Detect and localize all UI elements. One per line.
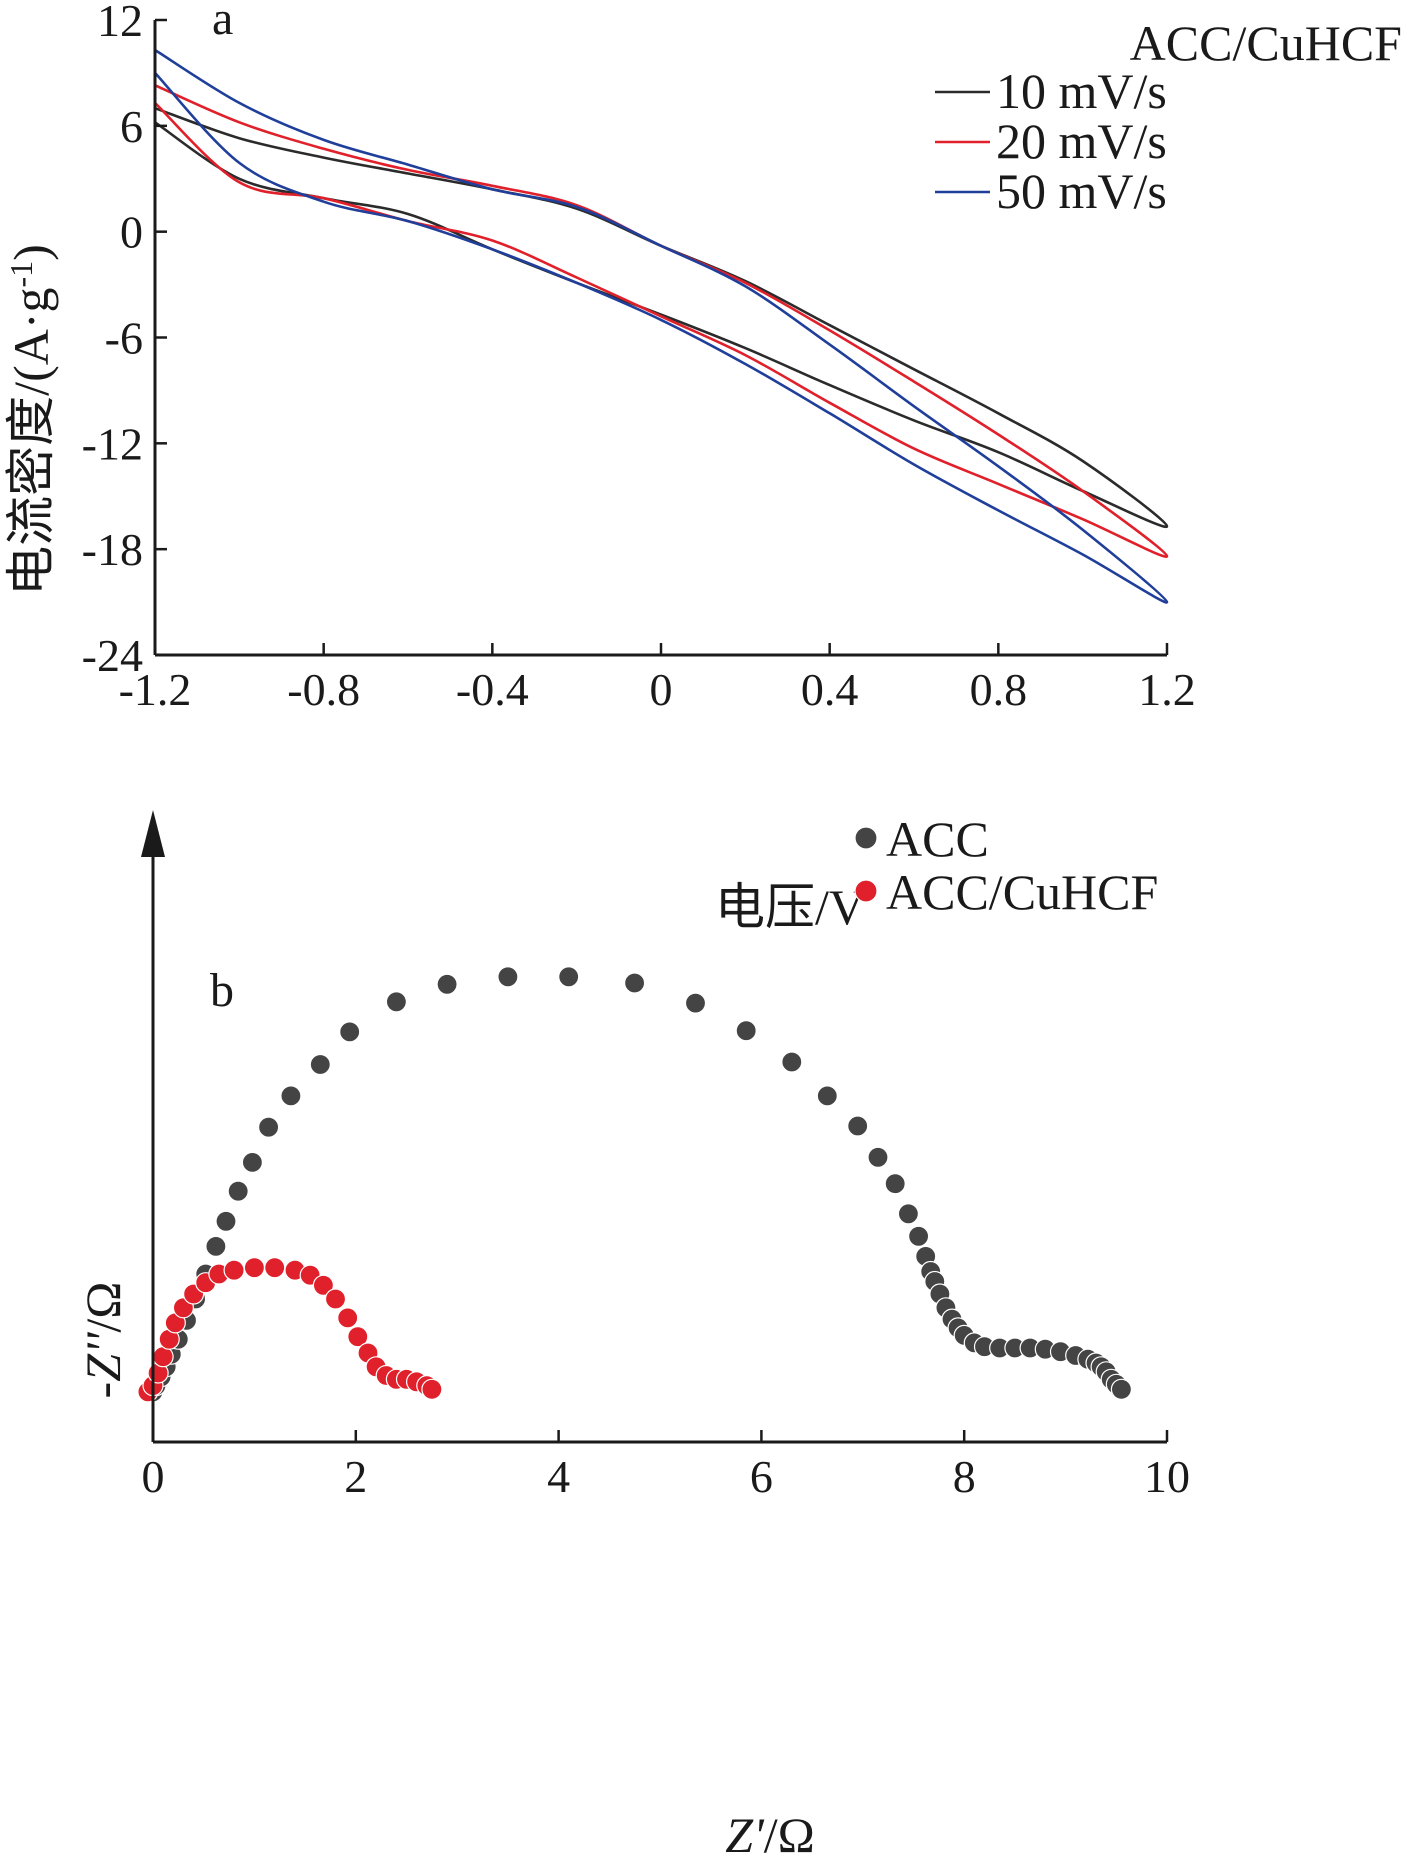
cv-y-tick-label: -18	[82, 524, 143, 575]
eis-point-0	[684, 992, 707, 1014]
eis-x-ticks: 0 2 4 6 8 10	[142, 1430, 1190, 1502]
cv-x-axis-title: 电压/V	[715, 879, 865, 935]
cv-legend-label-0: 10 mV/s	[996, 63, 1167, 119]
cv-legend-label-1: 20 mV/s	[996, 113, 1167, 169]
cv-legend-title: ACC/CuHCF	[1130, 15, 1402, 71]
eis-point-1	[264, 1257, 286, 1279]
eis-panel-label: b	[210, 964, 234, 1017]
eis-x-tick-label: 4	[547, 1451, 570, 1502]
cv-y-tick-label: 0	[120, 207, 143, 258]
eis-point-0	[1110, 1378, 1133, 1400]
cv-curve-1	[154, 84, 1169, 558]
eis-point-0	[280, 1085, 302, 1107]
cv-x-ticks: -1.2 -0.8 -0.4 0 0.4 0.8 1.2	[119, 643, 1196, 715]
eis-point-0	[623, 972, 646, 994]
cv-x-tick-label: -1.2	[119, 664, 192, 715]
eis-x-tick-label: 8	[953, 1451, 976, 1502]
eis-point-0	[436, 973, 458, 995]
eis-point-0	[309, 1053, 331, 1076]
eis-point-1	[337, 1307, 359, 1329]
eis-point-0	[735, 1020, 757, 1042]
eis-point-0	[241, 1151, 263, 1174]
eis-point-0	[205, 1235, 227, 1258]
eis-point-0	[215, 1210, 237, 1232]
eis-x-axis-title-var: Z'	[725, 1807, 765, 1863]
eis-x-tick-label: 2	[344, 1451, 367, 1502]
eis-legend-label-1: ACC/CuHCF	[886, 864, 1158, 920]
cv-y-tick-label: -6	[105, 313, 143, 364]
eis-x-axis-title-unit: /Ω	[764, 1807, 815, 1863]
eis-point-1	[421, 1378, 443, 1400]
cv-y-ticks: 12 6 0 -6 -12 -18 -24	[82, 0, 167, 681]
eis-legend-marker-0	[854, 826, 878, 850]
eis-point-0	[497, 966, 519, 988]
eis-point-0	[558, 966, 580, 988]
eis-point-0	[907, 1225, 930, 1247]
eis-point-0	[339, 1021, 361, 1043]
cv-x-tick-label: 0.4	[801, 664, 859, 715]
cv-y-axis-title-superscript: -1	[3, 261, 39, 288]
cv-x-tick-label: -0.4	[456, 664, 529, 715]
cv-legend-label-2: 50 mV/s	[996, 163, 1167, 219]
cv-x-tick-label: -0.8	[287, 664, 360, 715]
cv-legend: ACC/CuHCF 10 mV/s20 mV/s50 mV/s	[935, 15, 1402, 219]
eis-point-1	[312, 1274, 334, 1296]
eis-x-tick-label: 10	[1144, 1451, 1190, 1502]
cv-x-tick-label: 0.8	[970, 664, 1028, 715]
eis-point-0	[884, 1173, 906, 1195]
eis-point-0	[385, 991, 407, 1013]
cv-curve-2	[154, 48, 1169, 604]
eis-y-axis-arrow	[141, 810, 165, 857]
eis-point-1	[347, 1326, 369, 1348]
cv-x-tick-label: 0	[650, 664, 673, 715]
eis-point-1	[223, 1259, 245, 1281]
cv-y-tick-label: -24	[82, 630, 143, 681]
eis-x-tick-label: 6	[750, 1451, 773, 1502]
cv-y-axis-title: 电流密度/(A·g-1)	[3, 244, 59, 596]
eis-point-0	[847, 1115, 869, 1137]
eis-x-tick-label: 0	[142, 1451, 165, 1502]
cv-y-tick-label: 6	[120, 101, 143, 152]
eis-y-axis-title: -Z''/Ω	[75, 1282, 131, 1399]
eis-legend-marker-1	[854, 879, 878, 903]
eis-point-1	[243, 1257, 265, 1279]
cv-y-tick-label: 12	[97, 0, 143, 46]
eis-point-0	[867, 1146, 889, 1168]
eis-axes	[141, 810, 1167, 1444]
eis-point-1	[324, 1288, 347, 1310]
cv-y-axis-title-close: )	[3, 244, 59, 261]
cv-curves	[154, 48, 1169, 604]
eis-y-axis-title-unit: /Ω	[75, 1282, 131, 1333]
eis-x-axis-title: Z'/Ω	[725, 1807, 815, 1863]
eis-points	[137, 966, 1133, 1403]
eis-point-0	[781, 1051, 803, 1073]
cv-y-tick-label: -12	[82, 418, 143, 469]
cv-y-axis-title-main: 电流密度/(A·g	[3, 288, 59, 596]
eis-point-0	[258, 1116, 280, 1138]
eis-point-0	[816, 1085, 838, 1107]
eis-point-0	[897, 1203, 920, 1225]
eis-y-axis-title-var: -Z''	[75, 1331, 131, 1398]
cv-panel-label: a	[212, 0, 233, 45]
cv-x-tick-label: 1.2	[1138, 664, 1196, 715]
eis-legend-label-0: ACC	[886, 811, 989, 867]
eis-point-0	[227, 1180, 249, 1202]
cv-chart: a -1.2 -0.8 -0.4 0 0.4 0.8 1.2 12 6 0 -6 -12 -18 -24…	[3, 0, 1402, 935]
